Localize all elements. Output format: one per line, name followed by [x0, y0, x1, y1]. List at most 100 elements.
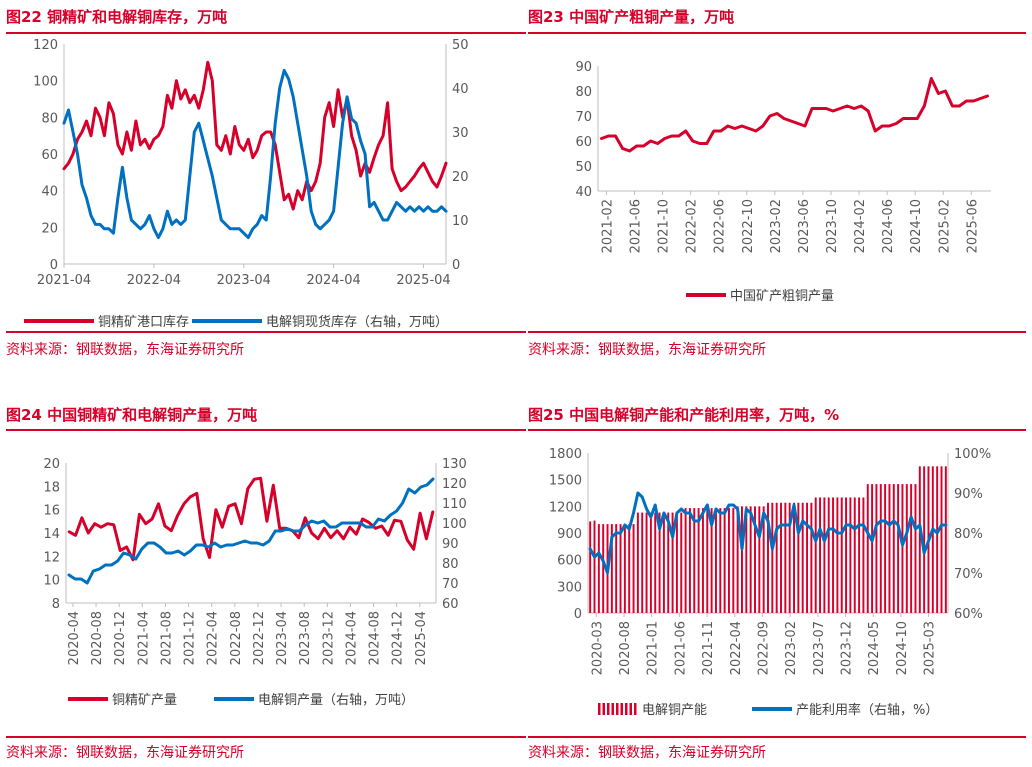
bar [888, 484, 891, 613]
legend-label: 铜精矿产量 [112, 693, 177, 708]
bar [741, 506, 743, 613]
bar [897, 484, 900, 613]
x-tick-label: 2021-02 [600, 199, 615, 253]
x-tick-label: 2021-11 [701, 621, 716, 675]
title-rule [528, 32, 1026, 34]
y-tick-label: 80 [575, 85, 592, 100]
x-tick-label: 2022-02 [685, 199, 700, 253]
source-rule [528, 736, 1026, 738]
x-tick-label: 2023-07 [812, 621, 827, 675]
bar [610, 524, 613, 613]
y-tick-label-right: 100 [442, 517, 467, 532]
bar [793, 502, 795, 613]
y-tick-label-right: 80 [442, 557, 459, 572]
bar [823, 497, 826, 613]
bar [780, 502, 782, 613]
chart-title: 图22 铜精矿和电解铜库存，万吨 [6, 8, 228, 26]
legend-swatch [620, 703, 623, 715]
bar [727, 508, 730, 613]
y-tick-label: 1200 [549, 500, 582, 515]
chart-fig23: 40 50 60 70 80 90 2021-02 2021-06 2021-10 2022-02… [575, 60, 991, 304]
bar [758, 506, 761, 613]
bar [593, 520, 596, 613]
bar [892, 484, 895, 613]
legend-swatch [607, 703, 610, 715]
bar [858, 497, 861, 613]
bar [884, 484, 887, 613]
x-tick-label: 2021-06 [673, 621, 688, 675]
y-tick-label: 16 [43, 504, 60, 519]
bar [754, 506, 756, 613]
bar [623, 524, 626, 613]
y-tick-label: 60 [575, 135, 592, 150]
title-rule [6, 429, 526, 431]
chart-title: 图24 中国铜精矿和电解铜产量，万吨 [6, 406, 258, 424]
bar [819, 497, 822, 613]
bar [658, 512, 661, 613]
bar [767, 502, 769, 613]
chart-fig22: 0 20 40 60 80 100 120 0 10 20 30 40 50 2021-04 2022-04… [24, 38, 469, 330]
legend-swatch [616, 703, 619, 715]
bar [905, 484, 908, 613]
x-tick-label: 2025-04 [414, 611, 429, 665]
legend-swatch [634, 703, 637, 715]
x-tick-label: 2024-12 [391, 611, 406, 665]
bar [619, 524, 622, 613]
y-tick-label-right: 90% [954, 487, 983, 502]
bar [918, 466, 921, 613]
bar [688, 508, 691, 613]
bar [714, 508, 717, 613]
y-tick-label: 18 [43, 480, 60, 495]
x-tick-label: 2021-04 [136, 611, 151, 665]
bar [736, 506, 739, 613]
source-note: 资料来源：钢联数据，东海证券研究所 [528, 745, 766, 761]
bar [775, 502, 778, 613]
y-tick-label: 1500 [549, 474, 582, 489]
legend-label: 电解铜产量（右轴，万吨） [258, 693, 414, 708]
bar [875, 484, 878, 613]
x-tick-label: 2021-04 [37, 273, 91, 288]
series-line-left [600, 77, 989, 153]
y-tick-label-right: 120 [442, 477, 467, 492]
y-tick-label-right: 110 [442, 497, 467, 512]
y-tick-label-right: 30 [452, 126, 469, 141]
x-tick-label: 2021-06 [628, 199, 643, 253]
title-rule [528, 429, 1026, 431]
y-tick-label: 50 [575, 160, 592, 175]
y-tick-label: 60 [41, 148, 58, 163]
bar [680, 512, 683, 613]
y-tick-label: 14 [43, 527, 60, 542]
legend-label: 中国矿产粗铜产量 [730, 289, 834, 304]
x-tick-label: 2020-12 [113, 611, 128, 665]
y-tick-label: 20 [43, 457, 60, 472]
bar [866, 484, 869, 613]
x-tick-label: 2023-06 [797, 199, 812, 253]
x-tick-label: 2022-09 [756, 621, 771, 675]
x-tick-label: 2020-03 [590, 621, 605, 675]
x-tick-label: 2023-04 [275, 611, 290, 665]
bar [827, 497, 830, 613]
bar [693, 508, 696, 613]
y-tick-label: 10 [43, 574, 60, 589]
bar [814, 497, 817, 613]
y-tick-label-right: 10 [452, 214, 469, 229]
chart-fig25: 0 300 600 900 1200 1500 1800 60% 70% 80% 90% 100% 20… [549, 447, 991, 718]
legend-label: 电解铜现货库存（右轴，万吨） [266, 314, 448, 330]
x-tick-label: 2024-05 [867, 621, 882, 675]
y-tick-label-right: 100% [954, 447, 991, 462]
y-tick-label: 12 [43, 550, 60, 565]
bar [615, 524, 618, 613]
source-note: 资料来源：钢联数据，东海证券研究所 [528, 342, 766, 358]
source-note: 资料来源：钢联数据，东海证券研究所 [6, 745, 244, 761]
bar [649, 512, 652, 613]
bar [784, 502, 787, 613]
bar [771, 502, 774, 613]
panel-fig23: 图23 中国矿产粗铜产量，万吨 40 50 60 70 80 90 2021-02 2021-… [528, 6, 1028, 366]
bar [923, 466, 926, 613]
bar [710, 508, 713, 613]
x-tick-label: 2024-08 [368, 611, 383, 665]
series-line-right [67, 477, 435, 585]
bar [654, 512, 657, 613]
bar [845, 497, 848, 613]
bar [602, 524, 605, 613]
